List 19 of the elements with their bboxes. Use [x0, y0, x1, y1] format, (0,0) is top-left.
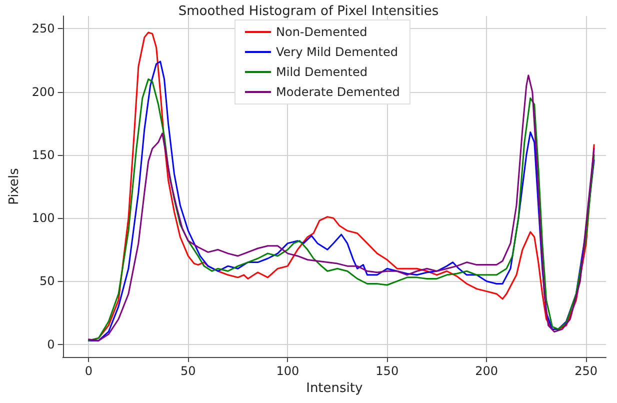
x-tick-label: 250: [574, 364, 598, 378]
y-tick-label: 150: [32, 148, 55, 162]
y-axis-title: Pixels: [7, 168, 22, 205]
x-axis-title: Intensity: [306, 380, 363, 396]
legend-label: Moderate Demented: [276, 85, 400, 99]
x-tick-label: 50: [180, 364, 196, 378]
chart-title: Smoothed Histogram of Pixel Intensities: [178, 4, 439, 19]
y-tick-label: 50: [40, 274, 55, 288]
x-tick-label: 100: [276, 364, 300, 378]
legend-label: Non-Demented: [276, 25, 368, 39]
x-tick-label: 0: [84, 364, 92, 378]
y-tick-label: 250: [32, 22, 55, 36]
x-tick-label: 200: [475, 364, 498, 378]
legend-label: Mild Demented: [276, 65, 368, 79]
y-tick-label: 200: [32, 84, 55, 99]
legend-label: Very Mild Demented: [276, 45, 398, 59]
x-tick-label: 150: [376, 364, 399, 378]
y-tick-label: 100: [32, 211, 55, 226]
y-tick-label: 0: [47, 337, 55, 352]
